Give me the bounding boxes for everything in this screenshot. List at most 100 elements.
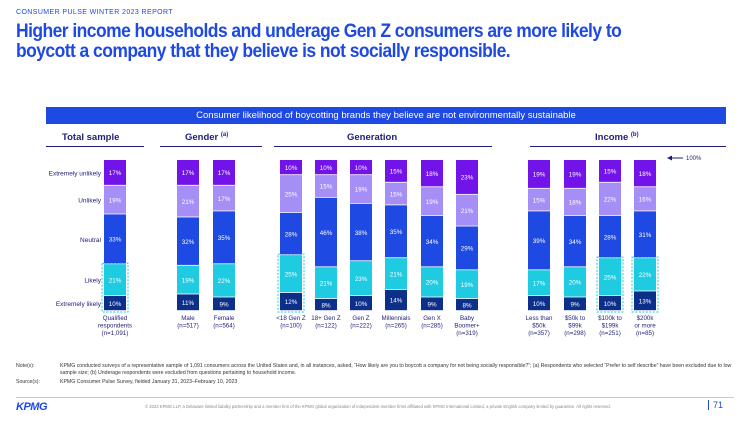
section-title-total: Total sample [62,132,120,143]
data-label: 46% [320,230,333,237]
source-text: KPMG Consumer Pulse Survey, fielded Janu… [60,379,238,385]
page-number: 71 [708,400,723,410]
section-gender-footnote: (a) [220,132,229,138]
data-label: 10% [604,301,617,308]
category-label: (n=100) [280,323,302,330]
bar-segment [213,297,235,311]
data-label: 21% [390,271,403,278]
bar-segment [564,297,586,311]
axis-level-label: Extremely likely [56,301,102,308]
bar-segment [599,258,621,296]
marker-100-arrow [667,155,672,161]
category-label: <18 Gen Z [276,315,306,322]
bar-segment [634,291,656,311]
bar-segment [280,292,302,311]
category-label: (n=319) [456,330,478,337]
category-label: Boomer+ [454,323,480,330]
bar-segment [177,185,199,217]
axis-level-label: Unlikely [78,198,102,205]
category-label: Female [214,315,235,322]
axis-level-label: Likely [84,278,101,285]
bar-segment [385,205,407,258]
bar-segment [634,258,656,291]
data-label: 28% [285,231,298,238]
highlight-box [631,256,659,313]
data-label: 10% [355,301,368,308]
bar-segment [528,295,550,311]
data-label: 23% [355,276,368,283]
bar-segment [456,226,478,270]
highlight-box [596,256,624,313]
data-label: 10% [320,165,333,172]
data-label: 22% [218,278,231,285]
data-label: 10% [285,165,298,172]
bar-segment [421,187,443,216]
section-gender-label: Gender [185,132,219,144]
data-label: 17% [218,196,231,203]
category-label: $100k to [598,315,622,322]
bar-segment [528,270,550,296]
footer-divider [16,397,734,398]
section-income-label: Income [595,132,629,144]
category-label: $99k [568,323,582,330]
data-label: 25% [285,271,298,278]
bar-segment [421,160,443,187]
highlight-box [101,262,129,313]
data-label: 16% [639,197,652,204]
legal-text: © 2023 KPMG LLP, a Delaware limited liab… [145,404,611,409]
source-label: Source(s): [16,379,40,385]
chart-banner: Consumer likelihood of boycotting brands… [46,107,726,124]
data-label: 9% [219,302,229,309]
section-rule-income [530,146,726,147]
data-label: 19% [355,187,368,194]
category-label: (n=517) [177,323,199,330]
data-label: 15% [390,169,403,176]
bar-segment [104,185,126,214]
bar-segment [564,215,586,267]
data-label: 20% [426,280,439,287]
data-label: 17% [533,280,546,287]
bar-segment [177,160,199,185]
bar-segment [564,160,586,188]
data-label: 8% [321,302,331,309]
kpmg-logo: KPMG [16,401,48,413]
data-label: 14% [390,298,403,305]
data-label: 21% [109,277,122,284]
bar-segment [385,160,407,182]
data-label: 15% [604,169,617,176]
category-label: Millennials [382,315,411,322]
bar-segment [634,187,656,211]
data-label: 22% [639,272,652,279]
bar-segment [385,182,407,205]
bar-segment [104,214,126,264]
data-label: 17% [182,170,195,177]
section-title-gender: Gender (a) [185,132,228,143]
bar-segment [350,175,372,203]
data-label: 32% [182,239,195,246]
data-label: 19% [182,277,195,284]
report-topline: CONSUMER PULSE WINTER 2023 REPORT [16,9,173,16]
bar-segment [280,175,302,213]
category-label: respondents [98,323,132,330]
data-label: 10% [533,301,546,308]
bar-segment [421,297,443,311]
bar-segment [528,211,550,270]
data-label: 15% [390,191,403,198]
category-label: (n=564) [213,323,235,330]
bar-segment [350,160,372,175]
bar-segment [315,175,337,197]
bar-segment [456,270,478,299]
data-label: 38% [355,230,368,237]
data-label: 21% [182,199,195,206]
axis-level-label: Neutral [80,237,102,244]
bar-segment [104,264,126,296]
bar-segment [385,289,407,311]
category-label: Gen X [423,315,441,322]
bar-segment [634,211,656,258]
bar-segment [350,203,372,261]
bar-segment [315,267,337,299]
axis-level-label: Extremely unlikely [49,170,102,177]
category-label: (n=298) [564,330,586,337]
note-text: KPMG conducted surveys of a representati… [60,363,732,376]
category-label: Qualified [103,315,128,322]
